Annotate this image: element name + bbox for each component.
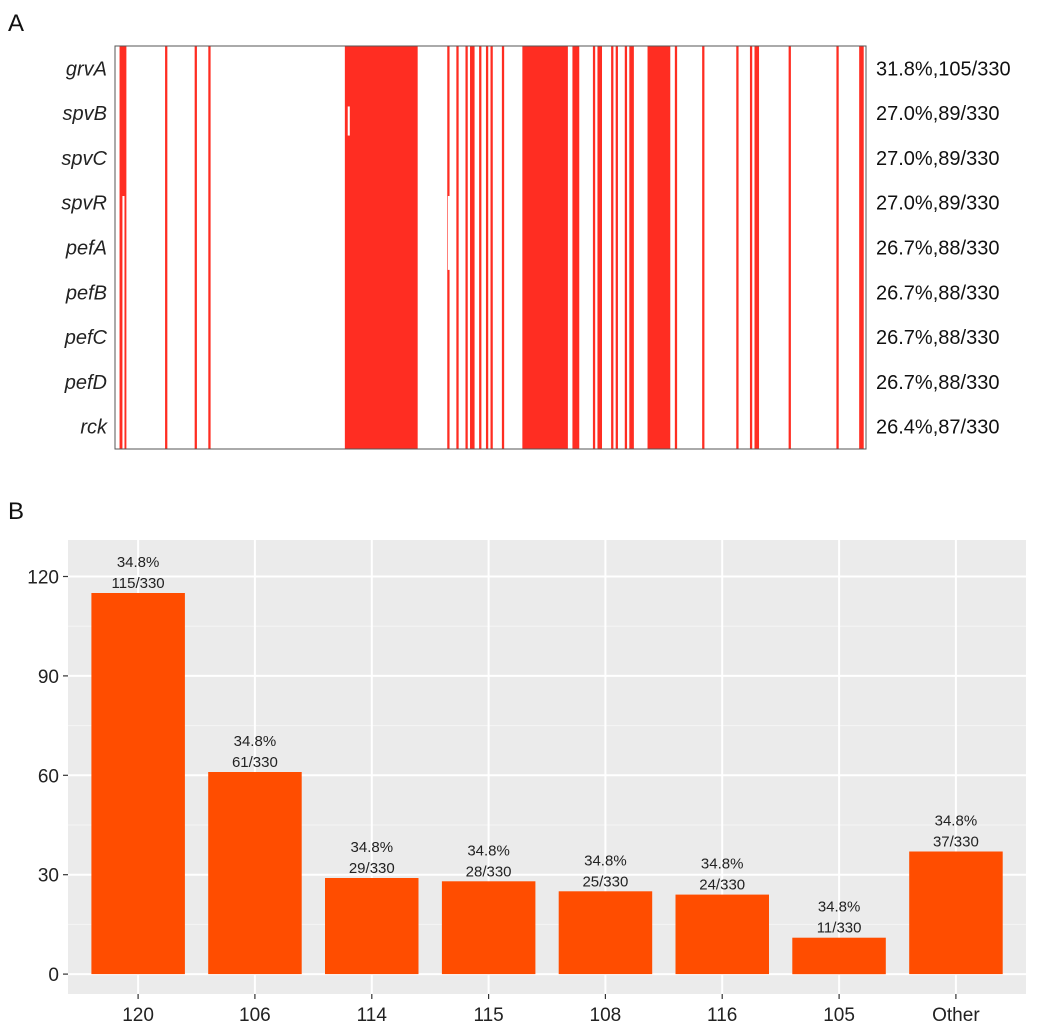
presence-span-3 bbox=[208, 46, 211, 449]
bar-116 bbox=[675, 894, 769, 975]
presence-span-6 bbox=[456, 46, 459, 449]
presence-span-23 bbox=[702, 46, 705, 449]
presence-span-27 bbox=[788, 46, 791, 449]
bar-count-label-115: 28/330 bbox=[466, 863, 512, 880]
y-tick-label-120: 120 bbox=[27, 568, 59, 589]
bar-115 bbox=[441, 881, 536, 975]
presence-span-13 bbox=[522, 46, 568, 449]
gene-label-spvR: spvR bbox=[61, 193, 107, 215]
bar-106 bbox=[208, 772, 302, 975]
gene-label-pefA: pefA bbox=[65, 238, 107, 260]
bar-percent-label-105: 34.8% bbox=[818, 899, 861, 916]
gene-label-rck: rck bbox=[80, 417, 108, 439]
panel-b-label: B bbox=[8, 498, 24, 525]
presence-span-21 bbox=[647, 46, 671, 449]
bar-count-label-106: 61/330 bbox=[232, 754, 278, 771]
presence-span-24 bbox=[736, 46, 739, 449]
presence-span-1 bbox=[165, 46, 168, 449]
x-tick-label-115: 115 bbox=[473, 1005, 503, 1026]
presence-span-15 bbox=[592, 46, 596, 449]
presence-span-22 bbox=[674, 46, 678, 449]
bar-count-label-116: 24/330 bbox=[699, 877, 745, 894]
gene-presence-heatmap bbox=[114, 45, 867, 450]
gene-frequency-spvC: 27.0%,89/330 bbox=[876, 148, 999, 170]
bar-Other bbox=[909, 851, 1003, 975]
gene-label-spvB: spvB bbox=[63, 103, 107, 125]
x-tick-label-106: 106 bbox=[239, 1005, 271, 1026]
presence-span-19 bbox=[624, 46, 628, 449]
bar-count-label-105: 11/330 bbox=[817, 920, 862, 937]
bar-percent-label-116: 34.8% bbox=[701, 856, 744, 873]
gene-frequency-pefA: 26.7%,88/330 bbox=[876, 238, 999, 260]
gene-label-pefD: pefD bbox=[64, 372, 107, 394]
gene-frequency-pefD: 26.7%,88/330 bbox=[876, 372, 999, 394]
presence-span-4 bbox=[344, 46, 418, 449]
gene-frequency-grvA: 31.8%,105/330 bbox=[876, 58, 1011, 80]
x-tick-label-120: 120 bbox=[122, 1005, 154, 1026]
presence-span-25 bbox=[749, 46, 753, 449]
bar-120 bbox=[91, 593, 185, 975]
bar-percent-label-Other: 34.8% bbox=[935, 813, 978, 830]
presence-span-26 bbox=[754, 46, 760, 449]
gene-label-spvC: spvC bbox=[61, 148, 107, 170]
bar-percent-label-108: 34.8% bbox=[584, 852, 627, 869]
presence-span-17 bbox=[611, 46, 614, 449]
x-tick-label-Other: Other bbox=[932, 1005, 980, 1026]
presence-span-28 bbox=[836, 46, 839, 449]
bar-114 bbox=[325, 878, 419, 975]
presence-span-9 bbox=[479, 46, 482, 449]
y-tick-label-90: 90 bbox=[38, 667, 59, 688]
bar-percent-label-120: 34.8% bbox=[117, 554, 160, 571]
presence-span-20 bbox=[629, 46, 634, 449]
y-tick-label-0: 0 bbox=[48, 965, 59, 986]
presence-span-7 bbox=[465, 46, 468, 449]
presence-span-14 bbox=[572, 46, 580, 449]
y-tick-label-30: 30 bbox=[38, 866, 59, 887]
presence-span-29 bbox=[859, 46, 864, 449]
gene-frequency-rck: 26.4%,87/330 bbox=[876, 417, 999, 439]
y-tick-label-60: 60 bbox=[38, 766, 59, 787]
bar-percent-label-114: 34.8% bbox=[351, 839, 394, 856]
gene-label-grvA: grvA bbox=[66, 58, 107, 80]
gene-label-pefB: pefB bbox=[65, 282, 107, 304]
gene-frequency-spvB: 27.0%,89/330 bbox=[876, 103, 999, 125]
gene-frequency-spvR: 27.0%,89/330 bbox=[876, 193, 999, 215]
x-tick-label-108: 108 bbox=[590, 1005, 622, 1026]
panel-a-label: A bbox=[8, 10, 24, 37]
presence-span-11 bbox=[490, 46, 493, 449]
heatmap-frame bbox=[114, 45, 867, 450]
bar-108 bbox=[558, 891, 653, 975]
presence-span-10 bbox=[485, 46, 489, 449]
gene-frequency-pefC: 26.7%,88/330 bbox=[876, 327, 999, 349]
bar-percent-label-115: 34.8% bbox=[467, 842, 510, 859]
presence-span-8 bbox=[470, 46, 475, 449]
absence-gap-1 bbox=[447, 196, 450, 270]
presence-span-12 bbox=[501, 46, 505, 449]
presence-span-2 bbox=[194, 46, 197, 449]
bar-105 bbox=[792, 937, 886, 975]
bar-count-label-120: 115/330 bbox=[112, 575, 165, 592]
absence-gap-2 bbox=[122, 196, 125, 449]
bar-count-label-108: 25/330 bbox=[582, 873, 628, 890]
gene-label-pefC: pefC bbox=[64, 327, 108, 349]
bar-count-label-Other: 37/330 bbox=[933, 834, 979, 851]
x-tick-label-116: 116 bbox=[707, 1005, 737, 1026]
presence-span-18 bbox=[615, 46, 618, 449]
absence-gap-0 bbox=[347, 106, 350, 136]
x-tick-label-114: 114 bbox=[357, 1005, 388, 1026]
gene-frequency-pefB: 26.7%,88/330 bbox=[876, 282, 999, 304]
x-tick-label-105: 105 bbox=[823, 1005, 855, 1026]
bar-count-label-114: 29/330 bbox=[349, 860, 395, 877]
bar-percent-label-106: 34.8% bbox=[234, 733, 277, 750]
presence-span-16 bbox=[597, 46, 603, 449]
